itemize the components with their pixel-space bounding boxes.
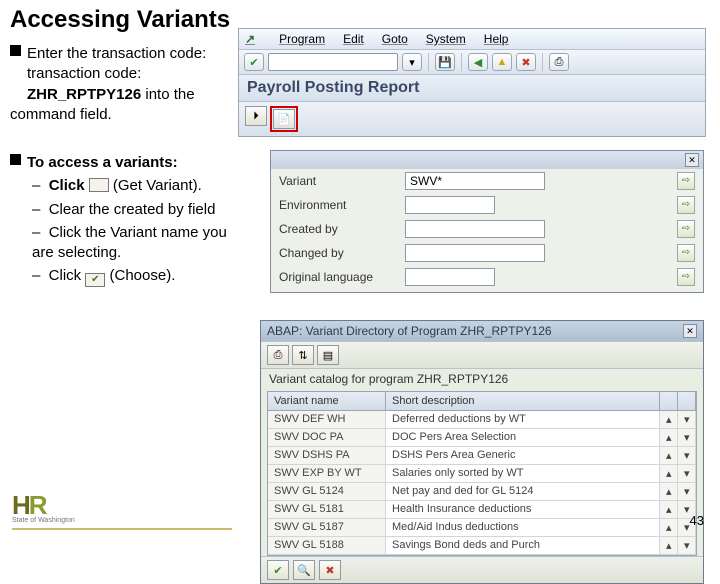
lbl-lang: Original language <box>279 270 399 284</box>
sap-main-window: ↗ Program Edit Goto System Help ✔ ▾ 💾 ◀ … <box>238 28 706 137</box>
page-number: 43 <box>690 513 704 528</box>
instruction-column: Enter the transaction code: transaction … <box>10 44 230 287</box>
inp-variant[interactable]: SWV* <box>405 172 545 190</box>
bullet-icon <box>10 45 21 56</box>
close-icon[interactable]: ✕ <box>683 324 697 338</box>
inp-changedby[interactable] <box>405 244 545 262</box>
lbl-variant: Variant <box>279 174 399 188</box>
bullet-icon <box>10 154 21 165</box>
save-icon[interactable]: 💾 <box>435 53 455 71</box>
table-row[interactable]: SWV GL 5187Med/Aid Indus deductions▴▾ <box>268 519 696 537</box>
tx-code: ZHR_RPTPY126 <box>27 86 141 103</box>
sub1: – Click (Get Variant). <box>32 176 230 196</box>
get-variant-icon <box>89 178 109 192</box>
variant-catalog-dialog: ABAP: Variant Directory of Program ZHR_R… <box>260 320 704 584</box>
table-row[interactable]: SWV GL 5124Net pay and ded for GL 5124▴▾ <box>268 483 696 501</box>
app-toolbar: ⏵ 📄 <box>239 102 705 136</box>
col-short-desc[interactable]: Short description <box>386 392 660 410</box>
hr-logo: HR State of Washington <box>12 490 232 530</box>
print-icon[interactable]: ⎙ <box>549 53 569 71</box>
table-row[interactable]: SWV DEF WHDeferred deductions by WT▴▾ <box>268 411 696 429</box>
menu-help[interactable]: Help <box>484 32 509 46</box>
p1-a: Enter the transaction code: <box>27 45 206 62</box>
dropdown-icon[interactable]: ▾ <box>402 53 422 71</box>
table-row[interactable]: SWV EXP BY WTSalaries only sorted by WT▴… <box>268 465 696 483</box>
lookup-icon[interactable]: ⇨ <box>677 220 695 238</box>
sort-icon[interactable]: ⇅ <box>292 345 314 365</box>
dialog-title: ABAP: Variant Directory of Program ZHR_R… <box>267 324 552 338</box>
lbl-changedby: Changed by <box>279 246 399 260</box>
close-icon[interactable]: ✕ <box>685 153 699 167</box>
inp-env[interactable] <box>405 196 495 214</box>
sub4: – Click (Choose). <box>32 266 230 287</box>
menu-bar: ↗ Program Edit Goto System Help <box>239 29 705 50</box>
l2-lead: To access a variants: <box>27 154 178 171</box>
variant-search-panel: ✕ VariantSWV*⇨ Environment⇨ Created by⇨ … <box>270 150 704 293</box>
lbl-env: Environment <box>279 198 399 212</box>
execute-icon[interactable]: ⏵ <box>245 106 267 126</box>
lookup-icon[interactable]: ⇨ <box>677 244 695 262</box>
menu-program[interactable]: Program <box>279 32 325 46</box>
standard-toolbar: ✔ ▾ 💾 ◀ ▲ ✖ ⎙ <box>239 50 705 75</box>
choose-button[interactable]: ✔ <box>267 560 289 580</box>
inp-lang[interactable] <box>405 268 495 286</box>
session-icon[interactable]: ↗ <box>245 32 255 46</box>
lbl-createdby: Created by <box>279 222 399 236</box>
sub3: – Click the Variant name you are selecti… <box>32 223 230 264</box>
col-variant-name[interactable]: Variant name <box>268 392 386 410</box>
variant-grid: Variant name Short description SWV DEF W… <box>267 391 697 556</box>
inp-createdby[interactable] <box>405 220 545 238</box>
table-row[interactable]: SWV DSHS PADSHS Pers Area Generic▴▾ <box>268 447 696 465</box>
menu-system[interactable]: System <box>426 32 466 46</box>
choose-icon <box>85 273 105 287</box>
lookup-icon[interactable]: ⇨ <box>677 268 695 286</box>
table-row[interactable]: SWV DOC PADOC Pers Area Selection▴▾ <box>268 429 696 447</box>
filter-icon[interactable]: ▤ <box>317 345 339 365</box>
menu-goto[interactable]: Goto <box>382 32 408 46</box>
back-icon[interactable]: ◀ <box>468 53 488 71</box>
catalog-subtitle: Variant catalog for program ZHR_RPTPY126 <box>261 369 703 389</box>
table-row[interactable]: SWV GL 5181Health Insurance deductions▴▾ <box>268 501 696 519</box>
lookup-icon[interactable]: ⇨ <box>677 196 695 214</box>
report-title: Payroll Posting Report <box>239 75 705 102</box>
enter-icon[interactable]: ✔ <box>244 53 264 71</box>
sub2: – Clear the created by field <box>32 200 230 220</box>
p1-cont: transaction code: <box>27 65 141 82</box>
menu-edit[interactable]: Edit <box>343 32 364 46</box>
get-variant-button[interactable]: 📄 <box>273 109 295 129</box>
command-field[interactable] <box>268 53 398 71</box>
lookup-icon[interactable]: ⇨ <box>677 172 695 190</box>
cancel-icon[interactable]: ✖ <box>516 53 536 71</box>
cancel-button[interactable]: ✖ <box>319 560 341 580</box>
find-icon[interactable]: 🔍 <box>293 560 315 580</box>
exit-icon[interactable]: ▲ <box>492 53 512 71</box>
highlight-box: 📄 <box>270 106 298 132</box>
print-icon[interactable]: ⎙ <box>267 345 289 365</box>
